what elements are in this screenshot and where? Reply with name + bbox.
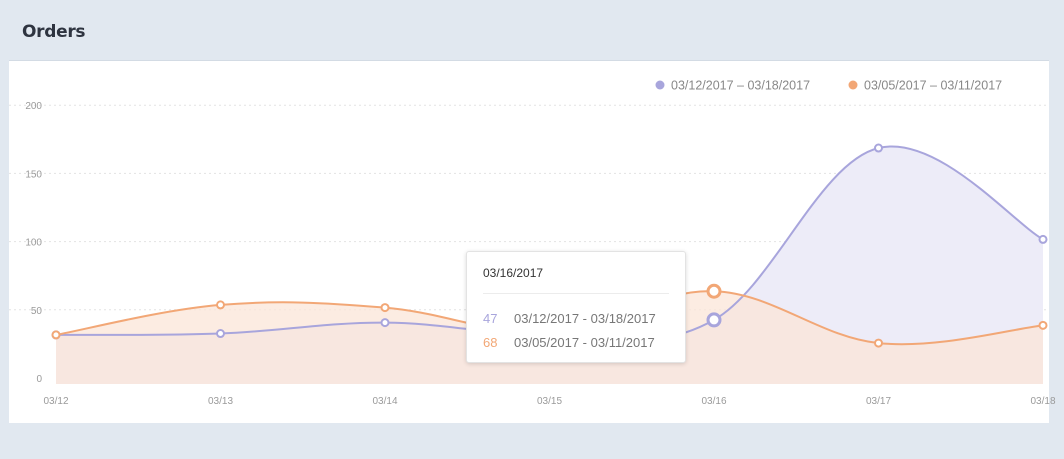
point-series-1-03/17: [874, 338, 883, 348]
y-tick-150: 150: [25, 169, 42, 180]
y-tick-50: 50: [31, 306, 43, 317]
point-series-1-03/16: [706, 283, 722, 299]
tooltip-row-current: 47 03/12/2017 - 03/18/2017: [483, 311, 656, 326]
legend-label-0: 03/12/2017 – 03/18/2017: [671, 79, 810, 93]
tooltip-label-previous: 03/05/2017 - 03/11/2017: [514, 335, 655, 350]
x-tick-03/14: 03/14: [372, 396, 397, 407]
legend: 03/12/2017 – 03/18/2017 03/05/2017 – 03/1…: [655, 79, 1002, 93]
point-series-0-03/17: [874, 143, 883, 153]
tooltip-value-current: 47: [483, 311, 498, 326]
point-series-1-03/13: [216, 300, 225, 310]
y-tick-200: 200: [25, 101, 42, 112]
tooltip-label-current: 03/12/2017 - 03/18/2017: [514, 311, 656, 326]
point-series-1-03/14: [380, 303, 390, 313]
y-axis-ticks: 0 50 100 150 200: [25, 101, 42, 385]
point-series-1-03/12: [51, 330, 61, 340]
tooltip-divider: [483, 293, 669, 294]
tooltip-date: 03/16/2017: [483, 266, 544, 280]
x-tick-03/15: 03/15: [537, 396, 562, 407]
x-tick-03/17: 03/17: [866, 396, 891, 407]
x-tick-03/16: 03/16: [701, 396, 726, 407]
tooltip-value-previous: 68: [483, 335, 498, 350]
x-tick-03/18: 03/18: [1030, 396, 1055, 407]
legend-marker-1: [848, 80, 858, 90]
point-series-0-03/13: [216, 329, 225, 339]
point-series-0-03/18: [1038, 234, 1048, 244]
page-header: Orders: [0, 0, 1064, 60]
point-series-1-03/18: [1038, 320, 1048, 330]
y-tick-0: 0: [36, 374, 42, 385]
tooltip-row-previous: 68 03/05/2017 - 03/11/2017: [483, 335, 655, 350]
x-tick-03/12: 03/12: [43, 396, 68, 407]
x-axis-ticks: 03/12 03/13 03/14 03/15 03/16 03/17 03/18: [43, 396, 1055, 407]
chart-tooltip: 03/16/2017 47 03/12/2017 - 03/18/2017 68 0…: [466, 251, 686, 363]
legend-marker-0: [655, 80, 665, 90]
point-series-0-03/16: [706, 312, 722, 328]
page-title: Orders: [22, 22, 86, 42]
point-series-0-03/14: [380, 318, 390, 328]
x-tick-03/13: 03/13: [208, 396, 233, 407]
legend-label-1: 03/05/2017 – 03/11/2017: [864, 79, 1002, 93]
y-tick-100: 100: [25, 238, 42, 249]
